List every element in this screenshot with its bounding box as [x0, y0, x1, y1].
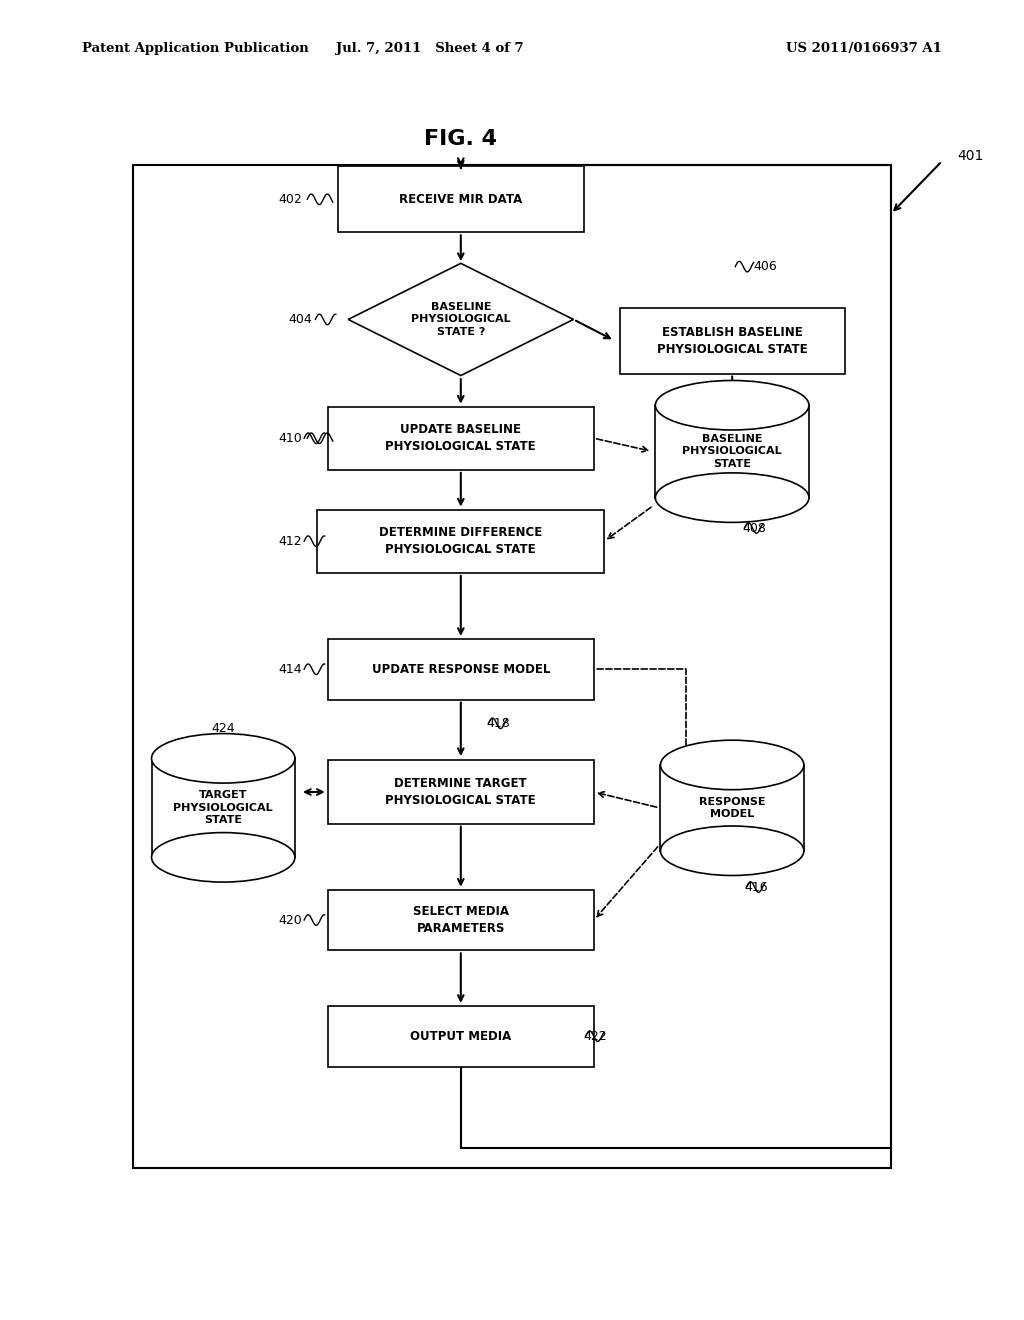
- Text: 406: 406: [754, 260, 777, 273]
- Text: RECEIVE MIR DATA: RECEIVE MIR DATA: [399, 193, 522, 206]
- FancyBboxPatch shape: [660, 764, 804, 850]
- Text: BASELINE
PHYSIOLOGICAL
STATE ?: BASELINE PHYSIOLOGICAL STATE ?: [411, 302, 511, 337]
- Ellipse shape: [152, 734, 295, 783]
- Text: Patent Application Publication: Patent Application Publication: [82, 42, 308, 55]
- Text: 402: 402: [279, 193, 302, 206]
- Text: DETERMINE TARGET
PHYSIOLOGICAL STATE: DETERMINE TARGET PHYSIOLOGICAL STATE: [385, 777, 537, 807]
- Text: 420: 420: [279, 913, 302, 927]
- FancyBboxPatch shape: [655, 405, 809, 498]
- Ellipse shape: [660, 826, 804, 875]
- Text: 422: 422: [584, 1030, 607, 1043]
- Ellipse shape: [655, 380, 809, 430]
- FancyBboxPatch shape: [133, 165, 891, 1168]
- Text: 410: 410: [279, 432, 302, 445]
- FancyBboxPatch shape: [338, 166, 584, 232]
- Text: RESPONSE
MODEL: RESPONSE MODEL: [699, 797, 765, 818]
- Ellipse shape: [655, 473, 809, 523]
- Text: TARGET
PHYSIOLOGICAL
STATE: TARGET PHYSIOLOGICAL STATE: [173, 791, 273, 825]
- Text: BASELINE
PHYSIOLOGICAL
STATE: BASELINE PHYSIOLOGICAL STATE: [682, 434, 782, 469]
- FancyBboxPatch shape: [152, 758, 295, 858]
- Text: UPDATE RESPONSE MODEL: UPDATE RESPONSE MODEL: [372, 663, 550, 676]
- Ellipse shape: [152, 833, 295, 882]
- Text: 416: 416: [744, 880, 768, 894]
- Text: FIG. 4: FIG. 4: [424, 128, 498, 149]
- FancyBboxPatch shape: [328, 890, 594, 950]
- Text: 404: 404: [289, 313, 312, 326]
- Text: SELECT MEDIA
PARAMETERS: SELECT MEDIA PARAMETERS: [413, 906, 509, 935]
- Text: US 2011/0166937 A1: US 2011/0166937 A1: [786, 42, 942, 55]
- FancyBboxPatch shape: [328, 407, 594, 470]
- Ellipse shape: [660, 741, 804, 789]
- Text: 424: 424: [211, 722, 236, 735]
- Text: 401: 401: [957, 149, 984, 162]
- Text: ESTABLISH BASELINE
PHYSIOLOGICAL STATE: ESTABLISH BASELINE PHYSIOLOGICAL STATE: [656, 326, 808, 355]
- Text: 412: 412: [279, 535, 302, 548]
- FancyBboxPatch shape: [317, 510, 604, 573]
- Text: 418: 418: [486, 717, 510, 730]
- Text: OUTPUT MEDIA: OUTPUT MEDIA: [411, 1030, 511, 1043]
- Text: 408: 408: [742, 521, 766, 535]
- FancyBboxPatch shape: [328, 639, 594, 700]
- Text: DETERMINE DIFFERENCE
PHYSIOLOGICAL STATE: DETERMINE DIFFERENCE PHYSIOLOGICAL STATE: [379, 527, 543, 556]
- Polygon shape: [348, 263, 573, 375]
- Text: UPDATE BASELINE
PHYSIOLOGICAL STATE: UPDATE BASELINE PHYSIOLOGICAL STATE: [385, 424, 537, 453]
- FancyBboxPatch shape: [328, 1006, 594, 1067]
- Text: Jul. 7, 2011   Sheet 4 of 7: Jul. 7, 2011 Sheet 4 of 7: [336, 42, 524, 55]
- Text: 414: 414: [279, 663, 302, 676]
- FancyBboxPatch shape: [620, 308, 845, 374]
- FancyBboxPatch shape: [328, 760, 594, 824]
